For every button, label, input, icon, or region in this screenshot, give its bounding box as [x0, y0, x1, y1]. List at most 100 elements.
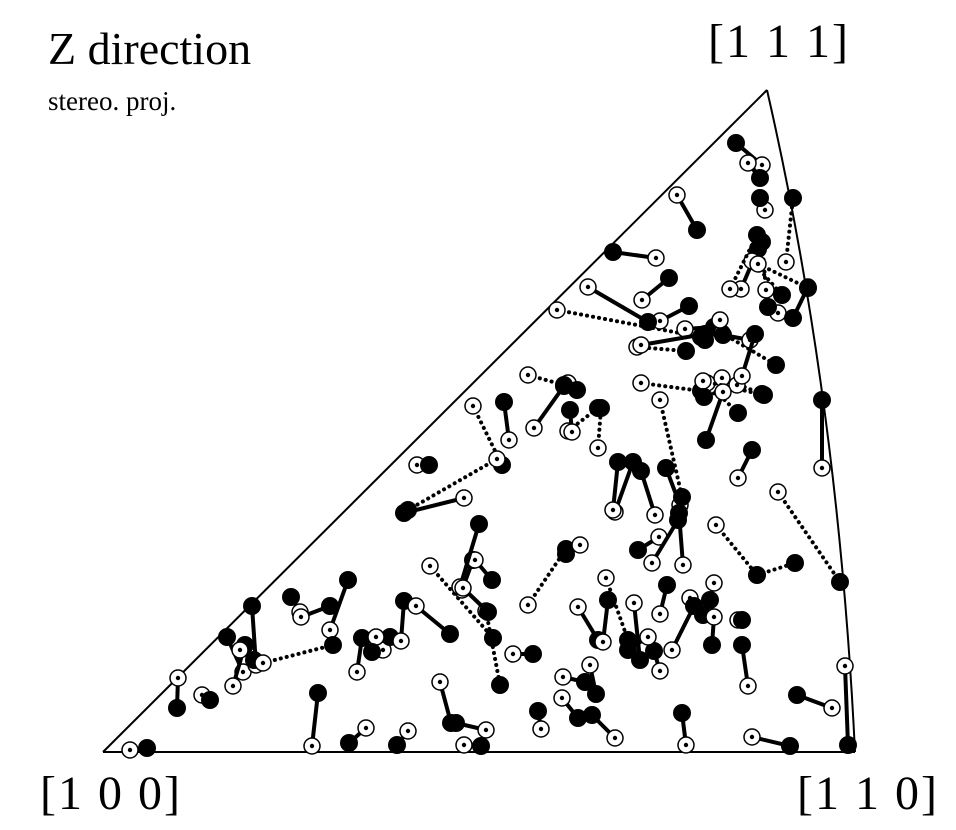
orientation-trace	[633, 269, 678, 309]
trace-start-dot	[363, 725, 369, 731]
trace-path	[658, 398, 684, 499]
orientation-trace	[466, 551, 501, 589]
orientation-trace	[668, 186, 706, 239]
trace-start-dot	[713, 522, 719, 528]
orientation-trace	[579, 278, 657, 331]
trace-end-marker	[524, 645, 542, 663]
orientation-trace	[321, 571, 357, 639]
trace-end-marker	[599, 591, 617, 609]
orientation-trace	[739, 154, 769, 187]
trace-start-dot	[525, 372, 531, 378]
trace-start-dot	[373, 634, 379, 640]
orientation-trace	[777, 189, 802, 271]
trace-start-dot	[755, 261, 761, 267]
orientation-trace	[553, 689, 587, 727]
orientation-trace	[651, 297, 698, 330]
orientation-trace	[836, 657, 857, 754]
diagram-title: Z direction	[48, 23, 252, 74]
orientation-trace	[554, 668, 594, 691]
trace-end-marker	[669, 511, 687, 529]
trace-end-marker	[773, 286, 791, 304]
orientation-trace	[581, 656, 605, 703]
trace-start-dot	[298, 614, 304, 620]
trace-path	[604, 576, 630, 642]
trace-start-dot	[711, 614, 717, 620]
diagram-subtitle: stereo. proj.	[48, 86, 177, 116]
trace-end-marker	[447, 714, 465, 732]
trace-end-marker	[631, 651, 649, 669]
edge-111-110	[766, 89, 856, 753]
trace-start-dot	[717, 317, 723, 323]
trace-start-dot	[657, 318, 663, 324]
trace-end-marker	[629, 541, 647, 559]
trace-path	[639, 381, 703, 393]
trace-start-dot	[380, 647, 386, 653]
trace-start-dot	[610, 507, 616, 513]
trace-start-dot	[175, 675, 181, 681]
trace-end-marker	[363, 643, 381, 661]
trace-start-dot	[260, 660, 266, 666]
trace-end-marker	[339, 571, 357, 589]
trace-start-dot	[639, 297, 645, 303]
trace-end-marker	[788, 686, 806, 704]
trace-end-marker	[743, 441, 761, 459]
orientation-trace	[363, 628, 385, 661]
trace-end-marker	[353, 629, 371, 647]
orientation-trace	[254, 636, 342, 672]
orientation-trace	[625, 594, 649, 669]
orientation-trace	[727, 134, 771, 174]
orientation-trace	[340, 719, 375, 752]
trace-end-marker	[484, 629, 502, 647]
trace-end-marker	[813, 391, 831, 409]
trace-start-dot	[470, 403, 476, 409]
trace-end-marker	[399, 501, 417, 519]
orientation-trace	[673, 704, 695, 754]
trace-start-dot	[461, 742, 467, 748]
trace-start-dot	[405, 728, 411, 734]
trace-end-marker	[309, 684, 327, 702]
trace-start-dot	[657, 668, 663, 674]
trace-end-marker	[491, 676, 509, 694]
trace-end-marker	[470, 515, 488, 533]
trace-end-marker	[729, 404, 747, 422]
trace-end-marker	[660, 269, 678, 287]
trace-start-dot	[656, 534, 662, 540]
orientation-trace	[399, 450, 506, 519]
trace-end-marker	[781, 737, 799, 755]
orientation-trace	[348, 629, 371, 681]
trace-path	[843, 665, 850, 746]
trace-end-marker	[592, 399, 610, 417]
trace-start-dot	[398, 638, 404, 644]
orientation-trace	[721, 226, 766, 298]
orientation-trace	[663, 597, 703, 659]
trace-end-marker	[388, 736, 406, 754]
trace-start-dot	[600, 639, 606, 645]
orientation-trace	[168, 669, 187, 717]
trace-start-dot	[460, 585, 466, 591]
trace-end-marker	[680, 297, 698, 315]
orientation-trace	[455, 736, 490, 755]
trace-end-marker	[755, 386, 773, 404]
trace-start-dot	[682, 326, 688, 332]
trace-end-marker	[759, 298, 777, 316]
trace-start-dot	[595, 445, 601, 451]
trace-start-dot	[711, 580, 717, 586]
orientation-trace	[643, 511, 687, 572]
trace-start-dot	[472, 557, 478, 563]
orientation-trace	[557, 536, 589, 563]
trace-end-marker	[839, 736, 857, 754]
trace-start-dot	[127, 747, 133, 753]
orientation-trace	[619, 628, 657, 659]
trace-end-marker	[767, 356, 785, 374]
trace-end-marker	[657, 459, 675, 477]
trace-start-dot	[427, 563, 433, 569]
orientation-trace	[703, 608, 723, 654]
trace-start-dot	[719, 375, 725, 381]
trace-end-marker	[639, 313, 657, 331]
trace-end-marker	[673, 704, 691, 722]
trace-start-dot	[657, 397, 663, 403]
orientation-trace	[447, 714, 495, 739]
trace-end-marker	[138, 739, 156, 757]
trace-start-dot	[727, 286, 733, 292]
trace-end-marker	[746, 325, 764, 343]
